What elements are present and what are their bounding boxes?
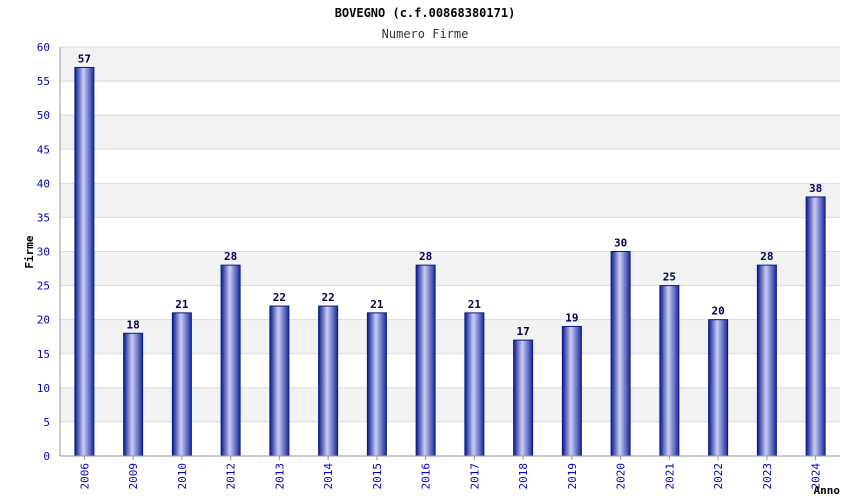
y-tick-label: 0 [43,450,50,463]
data-label-2010: 21 [175,298,189,311]
x-tick-label: 2006 [78,463,91,490]
bar-2020 [610,251,631,457]
chart-subtitle: Numero Firme [382,27,469,41]
y-tick-label: 40 [37,177,50,190]
grid-band [60,47,840,82]
x-tick-label: 2018 [517,463,530,490]
bar-2006 [74,66,95,457]
data-label-2024: 38 [809,182,822,195]
data-label-2022: 20 [712,305,725,318]
y-tick-label: 25 [37,280,50,293]
data-label-2019: 19 [565,311,578,324]
y-axis-label: Firme [23,235,36,268]
x-tick-label: 2023 [761,463,774,490]
x-axis: 2006 2009 2010 2012 2013 2014 2015 2016 2017 2018… [60,455,840,490]
data-label-2017: 21 [468,298,482,311]
x-axis-label: Anno [814,484,841,497]
bar-2012 [220,264,241,457]
grid-band [60,217,840,252]
y-tick-label: 30 [37,246,50,259]
x-tick-label: 2013 [273,463,286,490]
y-tick-label: 45 [37,143,50,156]
x-tick-label: 2009 [127,463,140,490]
bar-2021 [659,285,680,457]
data-label-2016: 28 [419,250,432,263]
x-tick-label: 2021 [663,463,676,490]
data-label-2015: 21 [370,298,384,311]
bar-2016 [415,264,436,457]
bar-2014 [318,305,339,457]
data-label-2013: 22 [273,291,286,304]
y-tick-label: 35 [37,211,50,224]
bar-2010 [171,312,192,457]
x-tick-label: 2010 [176,463,189,490]
grid-band [60,81,840,116]
bars: 57 18 21 28 22 22 21 28 21 17 19 30 25 20 28 38 [74,52,826,457]
bar-2022 [708,319,729,457]
data-label-2014: 22 [322,291,335,304]
bar-2015 [366,312,387,457]
data-label-2021: 25 [663,271,676,284]
chart-title: BOVEGNO (c.f.00868380171) [335,6,516,20]
x-tick-label: 2019 [566,463,579,490]
x-tick-label: 2016 [420,463,433,490]
x-tick-label: 2022 [712,463,725,490]
bar-2017 [464,312,485,457]
x-tick-label: 2020 [615,463,628,490]
x-tick-label: 2014 [322,463,335,490]
x-tick-label: 2012 [225,463,238,490]
grid-band [60,183,840,218]
bar-2009 [123,332,144,457]
y-tick-label: 5 [43,416,50,429]
y-tick-label: 10 [37,382,50,395]
grid-band [60,251,840,286]
data-label-2012: 28 [224,250,237,263]
bar-2019 [561,325,582,457]
data-label-2006: 57 [78,52,91,65]
y-tick-label: 20 [37,314,50,327]
y-tick-label: 50 [37,109,50,122]
bar-2024 [805,196,826,457]
x-tick-label: 2017 [468,463,481,490]
bar-2023 [756,264,777,457]
y-tick-label: 15 [37,348,50,361]
data-label-2023: 28 [760,250,773,263]
y-tick-label: 55 [37,75,50,88]
grid-band [60,149,840,184]
data-label-2020: 30 [614,237,627,250]
bar-2013 [269,305,290,457]
data-label-2009: 18 [127,318,140,331]
x-tick-label: 2015 [371,463,384,490]
x-tick-label: 2024 [810,463,823,490]
grid-band [60,115,840,150]
y-tick-label: 60 [37,41,50,54]
y-axis: 0 5 10 15 20 25 30 35 40 45 50 55 60 [37,41,61,463]
data-label-2018: 17 [517,325,530,338]
bar-2018 [513,339,534,457]
